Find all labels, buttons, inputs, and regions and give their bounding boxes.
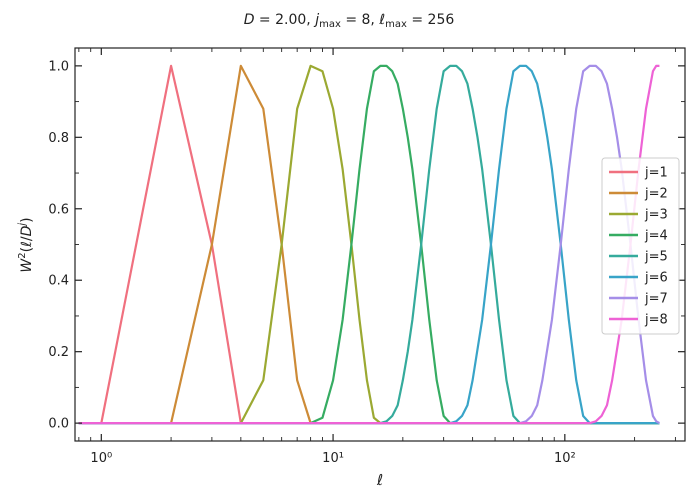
legend-label: j=6 [644,271,668,286]
legend-label: j=5 [644,250,668,265]
legend: j=1 j=2 j=3 j=4 j=5 j=6 j=7 j=8 [601,157,680,335]
series-line-8 [78,64,660,425]
y-tick-label: 0.6 [48,202,69,217]
chart-title: D = 2.00, jmax = 8, ℓmax = 256 [244,12,455,30]
y-tick-label: 0.2 [48,345,69,360]
y-axis: 0.0 0.2 0.4 0.6 0.8 1.0 [48,59,685,432]
series-line-4 [78,64,660,425]
x-axis: 10⁰ 10¹ 10² [78,48,676,466]
legend-label: j=7 [644,292,668,307]
series-line-1 [78,64,660,425]
x-tick-label: 10¹ [322,451,344,466]
series-line-7 [78,64,660,425]
series-line-2 [78,64,660,425]
series-line-6 [78,64,660,425]
legend-label: j=2 [644,187,668,202]
y-tick-label: 0.8 [48,131,69,146]
series-line-5 [78,64,660,425]
legend-label: j=1 [644,166,668,181]
legend-label: j=3 [644,208,668,223]
legend-label: j=8 [644,313,668,328]
x-tick-label: 10⁰ [90,451,112,466]
y-tick-label: 1.0 [48,59,69,74]
axes-frame [74,47,686,442]
series-line-3 [78,64,660,425]
x-tick-label: 10² [554,451,576,466]
legend-box [601,157,680,335]
y-axis-label: W2(ℓ/Dj) [17,217,35,272]
legend-label: j=4 [644,229,668,244]
y-tick-label: 0.4 [48,274,69,289]
y-tick-label: 0.0 [48,417,69,432]
x-axis-label: ℓ [376,471,383,489]
plot-area [78,64,660,425]
